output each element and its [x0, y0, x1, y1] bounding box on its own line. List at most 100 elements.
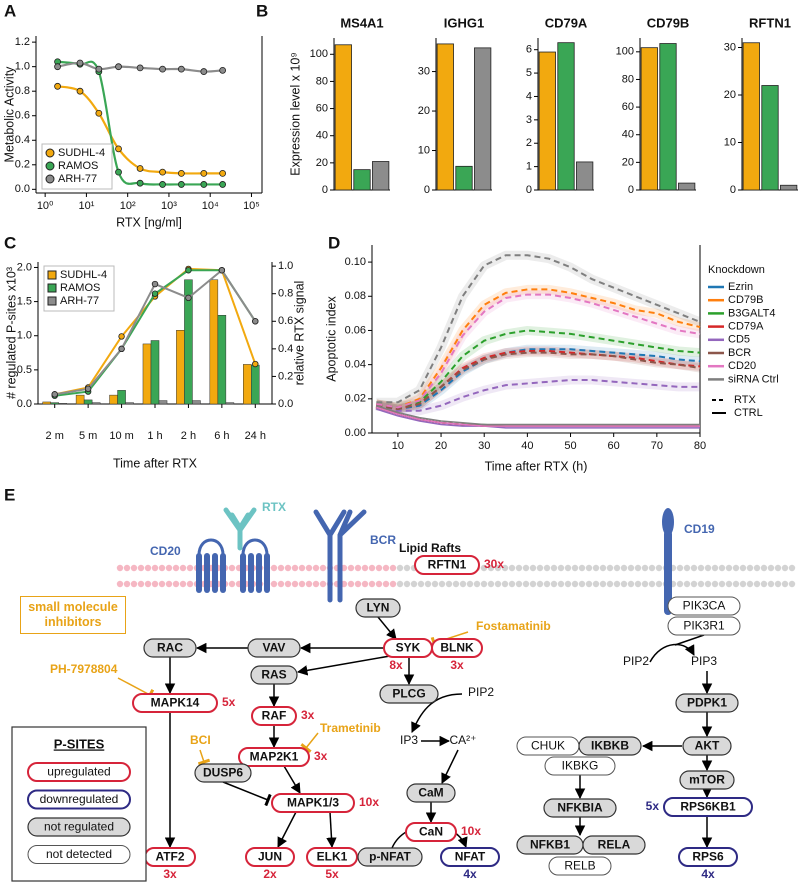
x-tick-label: 2 h	[181, 430, 196, 442]
node-label: MAPK14	[151, 696, 200, 710]
bar	[455, 165, 473, 191]
node-label: SYK	[396, 641, 421, 655]
node-label: LYN	[367, 601, 390, 615]
membrane-lipid	[438, 580, 446, 588]
legend-label: CD5	[728, 334, 750, 346]
legend-label: CTRL	[734, 407, 763, 419]
y-tick-label: 0.10	[345, 256, 366, 268]
y-tick-label: 0.2	[15, 159, 30, 171]
data-point	[219, 169, 227, 177]
x-tick-label: 1 h	[147, 430, 162, 442]
x-tick-label: 40	[521, 440, 533, 452]
node-label: RELA	[598, 838, 631, 852]
bar	[474, 47, 492, 191]
membrane-lipid	[305, 564, 313, 572]
node	[238, 747, 310, 767]
y-tick-label: 80	[622, 73, 634, 85]
membrane-lipid	[676, 580, 684, 588]
x-tick-label: 60	[608, 440, 620, 452]
bar	[83, 399, 93, 405]
bar	[109, 394, 118, 405]
membrane-lipid	[368, 580, 376, 588]
legend-label: RTX	[734, 394, 756, 406]
chart-title: IGHG1	[444, 15, 484, 30]
axis-label: # regulated P-sites x10³	[4, 267, 18, 399]
membrane-lipid	[417, 580, 425, 588]
x-tick-label: 10 m	[109, 430, 133, 442]
membrane-lipid	[627, 580, 635, 588]
membrane-lipid	[123, 580, 131, 588]
membrane-lipid	[725, 564, 733, 572]
membrane-lipid	[172, 564, 180, 572]
membrane-lipid	[186, 564, 194, 572]
membrane-lipid	[291, 564, 299, 572]
membrane-lipid	[746, 564, 754, 572]
cd20-helix	[196, 553, 202, 593]
axis-label: RTX [ng/ml]	[116, 215, 182, 229]
membrane-lipid	[389, 580, 397, 588]
membrane-lipid	[781, 580, 789, 588]
node-label: RAC	[157, 641, 183, 655]
node-label: ATF2	[155, 850, 184, 864]
membrane-lipid	[606, 580, 614, 588]
node-label: DUSP6	[203, 766, 243, 780]
axis-label: Time after RTX (h)	[485, 459, 588, 473]
membrane-lipid	[158, 580, 166, 588]
y-tick-label: 100	[310, 48, 328, 60]
bar	[742, 42, 760, 191]
legend-marker	[47, 270, 57, 280]
y-tick-label: 6	[526, 44, 532, 56]
legend-label: not detected	[46, 847, 112, 861]
membrane-lipid	[389, 564, 397, 572]
node-label: RELB	[564, 859, 595, 873]
data-point	[115, 168, 122, 176]
ctrl-line	[376, 408, 700, 429]
node	[682, 736, 732, 756]
axis-label: Metabolic Activity	[2, 66, 16, 163]
node	[663, 797, 753, 817]
y-tick-label: 0.02	[345, 393, 366, 405]
y-tick-label: 0.00	[345, 427, 366, 439]
membrane-lipid	[788, 564, 796, 572]
rtx	[223, 507, 257, 551]
arrow	[300, 732, 319, 753]
membrane-lipid	[410, 580, 418, 588]
membrane-lipid	[144, 564, 152, 572]
rtx-line	[376, 293, 701, 409]
legend-label: siRNA Ctrl	[728, 373, 779, 385]
membrane-lipid	[641, 564, 649, 572]
membrane-lipid	[718, 580, 726, 588]
node-label: PIK3CA	[683, 599, 726, 613]
rtx-line	[376, 379, 700, 412]
fold-change: 3x	[314, 749, 328, 763]
metabolite: IP3	[400, 733, 418, 747]
bar	[372, 161, 390, 191]
data-point	[159, 168, 166, 176]
y-tick-label: 0	[322, 184, 328, 196]
node	[667, 596, 741, 616]
membrane-lipid	[375, 580, 383, 588]
membrane-lipid	[445, 580, 453, 588]
data-point	[136, 179, 144, 187]
legend-label: CD20	[728, 360, 756, 372]
membrane-lipid	[396, 580, 404, 588]
membrane-lipid	[648, 564, 656, 572]
membrane-lipid	[613, 580, 621, 588]
metabolite: PIP2	[623, 654, 649, 668]
node-label: RPS6KB1	[680, 800, 736, 814]
arrow	[296, 655, 391, 676]
bar	[538, 51, 556, 191]
arrow	[326, 811, 337, 849]
bar	[659, 43, 677, 191]
fold-change: 30x	[484, 557, 504, 571]
legend-node	[27, 845, 131, 864]
signal-point	[252, 318, 259, 325]
membrane-lipid	[655, 580, 663, 588]
bar	[158, 400, 168, 405]
node	[431, 638, 483, 658]
y-tick-label: 100	[616, 46, 634, 58]
bar	[225, 402, 235, 405]
data-point	[177, 65, 185, 73]
data-point	[54, 63, 61, 71]
